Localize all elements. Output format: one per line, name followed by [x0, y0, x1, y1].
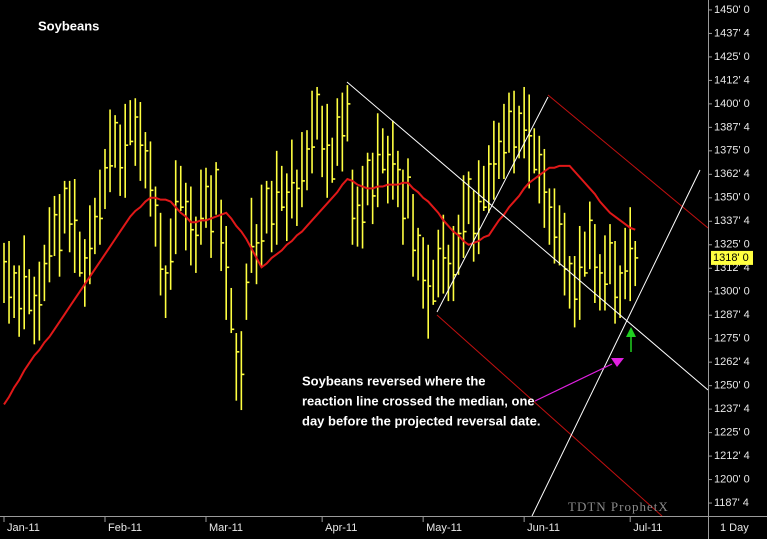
y-tick-label: 1375' 0 [714, 145, 750, 157]
x-axis-panel [0, 516, 708, 539]
x-tick-label: Jun-11 [527, 522, 560, 534]
markers [534, 327, 636, 402]
annotation: day before the projected reversal date. [302, 413, 540, 428]
y-tick-label: 1325' 0 [714, 239, 750, 251]
current-price-label: 1318' 0 [713, 252, 749, 264]
y-tick-label: 1425' 0 [714, 51, 750, 63]
y-tick-label: 1225' 0 [714, 427, 750, 439]
y-tick-label: 1387' 4 [714, 121, 750, 133]
x-tick-label: May-11 [426, 522, 462, 534]
x-tick-label: Jul-11 [633, 522, 662, 534]
x-tick-label: Mar-11 [209, 522, 243, 534]
chart-title: Soybeans [38, 18, 99, 33]
interval-label: 1 Day [720, 522, 749, 534]
y-tick-label: 1362' 4 [714, 168, 750, 180]
y-tick-label: 1450' 0 [714, 4, 750, 16]
x-tick-label: Jan-11 [7, 522, 40, 534]
upper-parallel [547, 94, 709, 229]
reversal-date-marker [611, 358, 624, 367]
y-tick-label: 1300' 0 [714, 286, 750, 298]
y-tick-label: 1437' 4 [714, 27, 750, 39]
y-tick-label: 1337' 4 [714, 215, 750, 227]
x-tick-label: Feb-11 [108, 522, 142, 534]
moving-average [3, 164, 636, 405]
y-tick-label: 1250' 0 [714, 380, 750, 392]
annotation: Soybeans reversed where the [302, 373, 486, 388]
y-tick-label: 1275' 0 [714, 333, 750, 345]
current-price-box [711, 250, 753, 265]
y-tick-label: 1287' 4 [714, 309, 750, 321]
annotation: reaction line crossed the median, one [302, 393, 535, 408]
pitchfork [346, 81, 709, 517]
y-tick-label: 1312' 4 [714, 262, 750, 274]
y-tick-label: 1262' 4 [714, 356, 750, 368]
y-tick-label: 1412' 4 [714, 74, 750, 86]
axes: 1450' 0 1437' 4 1425' 0 1412' 4 1400' 0 1387'… [3, 4, 753, 534]
watermark: TDTN ProphetX [568, 499, 669, 514]
y-tick-label: 1400' 0 [714, 98, 750, 110]
y-axis-panel [708, 0, 767, 539]
y-tick-label: 1187' 4 [714, 497, 749, 509]
lower-parallel [436, 314, 663, 517]
reaction-line [531, 169, 701, 517]
median-line [346, 81, 709, 391]
plot-area [3, 85, 639, 411]
x-tick-label: Apr-11 [325, 522, 357, 534]
pointer-arrow [534, 363, 613, 402]
reversal-marker [626, 327, 636, 337]
y-tick-label: 1350' 0 [714, 192, 750, 204]
y-tick-label: 1237' 4 [714, 403, 750, 415]
y-tick-label: 1212' 4 [714, 450, 750, 462]
reaction-line [436, 96, 549, 313]
y-tick-label: 1200' 0 [714, 473, 750, 485]
